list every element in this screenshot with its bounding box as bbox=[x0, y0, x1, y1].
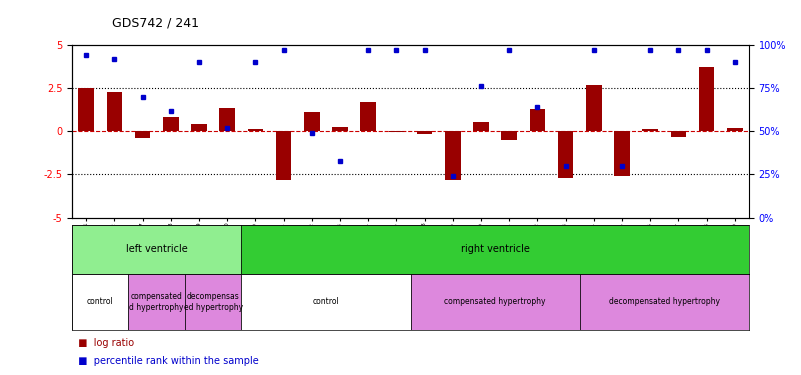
Bar bbox=[248, 129, 264, 131]
Bar bbox=[417, 131, 433, 134]
Bar bbox=[241, 274, 411, 330]
Bar bbox=[445, 131, 461, 180]
Text: left ventricle: left ventricle bbox=[126, 244, 187, 254]
Bar bbox=[107, 92, 122, 131]
Bar bbox=[219, 108, 235, 131]
Bar bbox=[72, 274, 128, 330]
Bar bbox=[241, 225, 749, 274]
Bar bbox=[276, 131, 292, 180]
Bar bbox=[642, 129, 658, 131]
Bar bbox=[78, 88, 94, 131]
Bar bbox=[163, 117, 179, 131]
Text: decompensas
ed hypertrophy: decompensas ed hypertrophy bbox=[183, 292, 243, 312]
Bar bbox=[411, 274, 580, 330]
Text: ■  percentile rank within the sample: ■ percentile rank within the sample bbox=[72, 356, 259, 366]
Bar bbox=[473, 122, 489, 131]
Text: control: control bbox=[87, 297, 114, 306]
Text: ■  log ratio: ■ log ratio bbox=[72, 338, 135, 348]
Bar bbox=[135, 131, 151, 138]
Bar bbox=[332, 127, 348, 131]
Bar bbox=[304, 112, 320, 131]
Bar bbox=[72, 225, 241, 274]
Text: control: control bbox=[312, 297, 340, 306]
Text: compensated
d hypertrophy: compensated d hypertrophy bbox=[130, 292, 184, 312]
Bar bbox=[727, 128, 743, 131]
Bar bbox=[699, 68, 714, 131]
Bar bbox=[670, 131, 686, 137]
Text: decompensated hypertrophy: decompensated hypertrophy bbox=[609, 297, 720, 306]
Bar bbox=[529, 109, 545, 131]
Bar bbox=[580, 274, 749, 330]
Bar bbox=[185, 274, 241, 330]
Text: GDS742 / 241: GDS742 / 241 bbox=[112, 17, 199, 30]
Text: compensated hypertrophy: compensated hypertrophy bbox=[445, 297, 545, 306]
Bar bbox=[501, 131, 517, 140]
Bar bbox=[614, 131, 630, 176]
Bar bbox=[557, 131, 574, 178]
Bar bbox=[388, 131, 405, 132]
Bar bbox=[191, 124, 207, 131]
Bar bbox=[128, 274, 185, 330]
Bar bbox=[360, 102, 376, 131]
Text: right ventricle: right ventricle bbox=[461, 244, 529, 254]
Bar bbox=[586, 85, 602, 131]
